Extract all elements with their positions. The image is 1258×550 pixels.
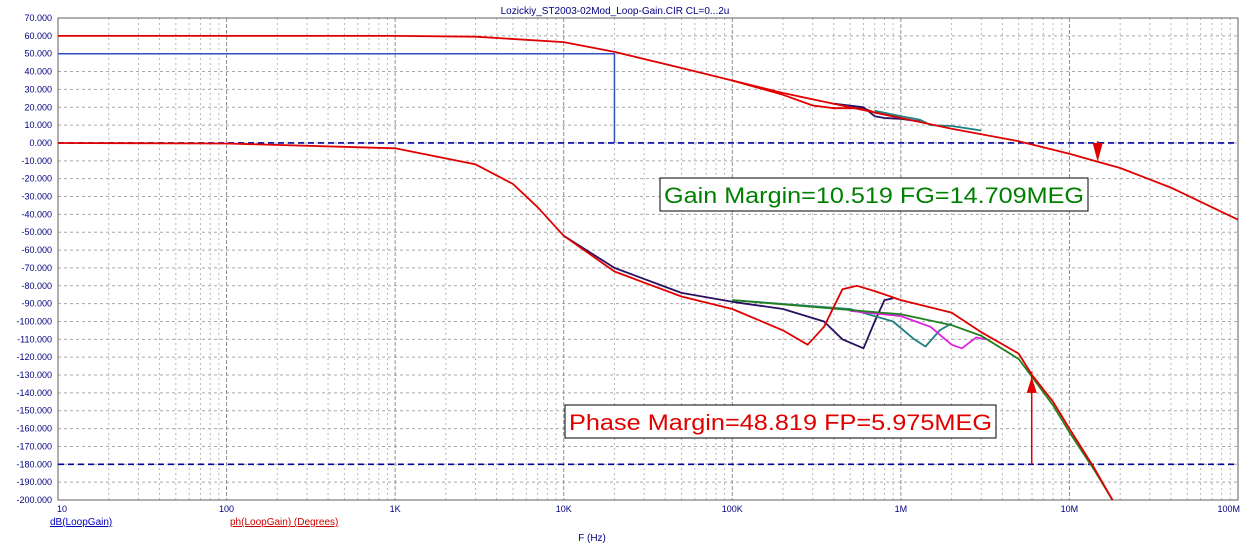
gain-margin-arrow-head <box>1092 142 1103 162</box>
y-tick-label: 70.000 <box>24 13 52 23</box>
y-tick-label: -120.000 <box>16 352 52 362</box>
gain-margin-annotation: Gain Margin=10.519 FG=14.709MEG <box>664 183 1084 208</box>
y-tick-label: -200.000 <box>16 495 52 505</box>
gain-series-line <box>58 35 1239 221</box>
x-tick-label: 1M <box>895 504 908 514</box>
y-tick-label: 10.000 <box>24 120 52 130</box>
plot-frame <box>57 17 1239 501</box>
gain-margin-annotation-box <box>659 177 1089 212</box>
y-tick-label: -30.000 <box>21 192 52 202</box>
y-tick-label: 40.000 <box>24 67 52 77</box>
y-tick-label: -170.000 <box>16 441 52 451</box>
phase-margin-annotation-box <box>564 404 997 439</box>
y-tick-label: -140.000 <box>16 388 52 398</box>
y-tick-label: 20.000 <box>24 102 52 112</box>
x-tick-label: 100 <box>219 504 234 514</box>
reference-lines <box>58 142 1238 466</box>
x-tick-label: 1K <box>390 504 401 514</box>
phase-margin-annotation: Phase Margin=48.819 FP=5.975MEG <box>569 410 992 435</box>
y-tick-label: -60.000 <box>21 245 52 255</box>
chart-title: Lozickiy_ST2003-02Mod_Loop-Gain.CIR CL=0… <box>501 6 730 17</box>
y-tick-label: -150.000 <box>16 406 52 416</box>
y-tick-label: -110.000 <box>17 334 52 344</box>
x-tick-label: 10 <box>57 504 67 514</box>
y-tick-label: -130.000 <box>16 370 52 380</box>
y-tick-label: -100.000 <box>16 316 52 326</box>
x-axis-label: F (Hz) <box>578 533 606 544</box>
phase-series-line <box>732 299 1114 501</box>
y-tick-label: -90.000 <box>21 299 52 309</box>
legend: dB(LoopGain) ph(LoopGain) (Degrees) <box>50 517 338 528</box>
legend-entry: ph(LoopGain) (Degrees) <box>230 517 338 528</box>
y-tick-label: -80.000 <box>21 281 52 291</box>
y-tick-label: -50.000 <box>21 227 52 237</box>
gain-series-line <box>874 109 982 132</box>
y-tick-label: -10.000 <box>21 156 52 166</box>
x-tick-label: 10K <box>556 504 572 514</box>
y-tick-label: -180.000 <box>16 459 52 469</box>
x-tick-labels: 10 100 1K 10K 100K 1M 10M 100M <box>57 504 1240 514</box>
phase-series-line <box>563 235 894 350</box>
x-tick-label: 100K <box>722 504 743 514</box>
y-tick-label: 50.000 <box>24 49 52 59</box>
y-tick-label: -70.000 <box>21 263 52 273</box>
y-tick-label: 60.000 <box>24 31 52 41</box>
y-tick-label: -20.000 <box>21 174 52 184</box>
y-tick-label: 30.000 <box>24 84 52 94</box>
phase-series-line <box>732 299 953 348</box>
y-tick-label: -40.000 <box>21 209 52 219</box>
phase-series-line <box>850 309 987 350</box>
phase-margin-arrow-head <box>1026 376 1037 393</box>
fg-marker-line <box>58 52 616 143</box>
x-tick-label: 10M <box>1061 504 1079 514</box>
y-tick-label: -190.000 <box>16 477 52 487</box>
annotations: Gain Margin=10.519 FG=14.709MEG Phase Mar… <box>564 177 1089 439</box>
y-tick-label: 0.000 <box>29 138 52 148</box>
x-tick-label: 100M <box>1217 504 1240 514</box>
y-tick-label: -160.000 <box>16 424 52 434</box>
y-tick-labels: 70.000 60.000 50.000 40.000 30.000 20.000 10.0… <box>16 13 52 505</box>
legend-entry: dB(LoopGain) <box>50 517 112 528</box>
markers <box>58 52 1103 465</box>
